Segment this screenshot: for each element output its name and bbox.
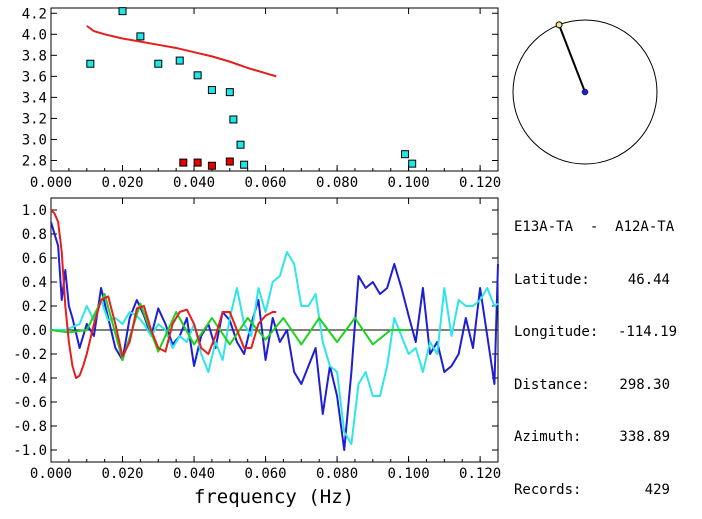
dispersion-axis-ticks: 0.000 0.020 0.040 0.060 0.080 0.100 0.120 2.8 3.…: [22, 6, 501, 191]
top-x-tick-label: 0.040: [173, 175, 215, 191]
bottom-y-tick-label: 0.4: [22, 275, 47, 291]
station-pair: E13A-TA - A12A-TA: [514, 219, 675, 235]
azimuth-compass: [512, 19, 658, 165]
bottom-y-tick-label: -0.2: [13, 347, 47, 363]
top-y-tick-label: 3.6: [22, 69, 47, 85]
bottom-y-tick-label: 0.2: [22, 299, 47, 315]
dispersion-point: [118, 7, 127, 16]
dispersion-point: [240, 160, 249, 169]
distance-value: 298.30: [619, 376, 670, 393]
coherency-panel: 0.000 0.020 0.040 0.060 0.080 0.100 0.120 1.0 0.…: [13, 197, 501, 508]
azimuth-value: 338.89: [619, 429, 670, 445]
records-value: 429: [644, 481, 670, 498]
dispersion-point: [193, 71, 202, 80]
dispersion-point: [236, 140, 245, 149]
dispersion-point: [207, 161, 216, 170]
top-y-tick-label: 2.8: [22, 153, 47, 169]
dispersion-panel: 0.000 0.020 0.040 0.060 0.080 0.100 0.120 2.8 3.…: [22, 6, 501, 191]
latitude-row: Latitude: 46.44: [514, 272, 694, 290]
dispersion-point: [175, 56, 184, 65]
top-x-tick-label: 0.100: [388, 175, 430, 191]
azimuth-needle: [558, 24, 586, 93]
longitude-value: -114.19: [618, 324, 678, 340]
latitude-value: 46.44: [627, 271, 670, 288]
top-y-tick-label: 3.4: [22, 90, 47, 106]
longitude-row: Longitude: -114.19: [514, 324, 694, 342]
bottom-x-tick-label: 0.120: [459, 466, 501, 482]
model-trace-red: [50, 209, 277, 379]
dispersion-plot-frame: [50, 7, 499, 172]
bottom-x-tick-label: 0.100: [388, 466, 430, 482]
bottom-x-tick-label: 0.020: [101, 466, 143, 482]
azimuth-tip-marker: [555, 21, 563, 29]
top-x-tick-label: 0.000: [30, 175, 72, 191]
bottom-x-tick-label: 0.000: [30, 466, 72, 482]
distance-label: Distance:: [514, 376, 590, 393]
top-x-tick-label: 0.120: [459, 175, 501, 191]
bottom-x-tick-label: 0.060: [244, 466, 286, 482]
dispersion-point: [229, 115, 238, 124]
dispersion-point: [401, 150, 410, 159]
dispersion-point: [154, 59, 163, 68]
dispersion-point: [225, 88, 234, 97]
bottom-y-tick-label: -0.6: [13, 395, 47, 411]
model-trace-green: [50, 293, 409, 361]
dispersion-point: [207, 86, 216, 95]
dispersion-point: [408, 159, 417, 168]
dispersion-curve: [86, 25, 277, 78]
records-row: Records: 429: [514, 482, 694, 500]
top-y-tick-label: 3.2: [22, 111, 47, 127]
dispersion-point: [225, 157, 234, 166]
coherency-trace-cyan: [51, 251, 499, 445]
dispersion-point: [179, 158, 188, 167]
coherency-axis-ticks: 0.000 0.020 0.040 0.060 0.080 0.100 0.120 1.0 0.…: [13, 198, 501, 482]
bottom-x-tick-label: 0.080: [316, 466, 358, 482]
azimuth-row: Azimuth: 338.89: [514, 429, 694, 447]
top-y-tick-label: 4.2: [22, 6, 47, 22]
top-y-tick-label: 3.8: [22, 48, 47, 64]
bottom-y-tick-label: -1.0: [13, 443, 47, 459]
records-label: Records:: [514, 481, 582, 498]
station-info: E13A-TA - A12A-TA Latitude: 46.44 Longitu…: [514, 184, 694, 517]
distance-row: Distance: 298.30: [514, 377, 694, 395]
bottom-y-tick-label: -0.8: [13, 419, 47, 435]
dispersion-point: [193, 158, 202, 167]
bottom-y-tick-label: 0.8: [22, 227, 47, 243]
compass-center-dot: [581, 88, 589, 96]
latitude-label: Latitude:: [514, 271, 590, 288]
compass-circle: [512, 19, 658, 165]
dispersion-point: [136, 32, 145, 41]
bottom-x-tick-label: 0.040: [173, 466, 215, 482]
top-x-tick-label: 0.080: [316, 175, 358, 191]
top-x-tick-label: 0.020: [101, 175, 143, 191]
top-x-tick-label: 0.060: [244, 175, 286, 191]
bottom-y-tick-label: -0.4: [13, 371, 47, 387]
bottom-y-tick-label: 0.6: [22, 251, 47, 267]
top-y-tick-label: 4.0: [22, 27, 47, 43]
coherency-trace-blue: [50, 221, 499, 451]
coherency-marks: [50, 209, 499, 451]
top-y-tick-label: 3.0: [22, 132, 47, 148]
azimuth-label: Azimuth:: [514, 429, 582, 445]
longitude-label: Longitude:: [514, 324, 599, 340]
bottom-y-tick-label: 0.0: [22, 323, 47, 339]
x-axis-label: frequency (Hz): [194, 486, 354, 508]
dispersion-point: [86, 59, 95, 68]
bottom-y-tick-label: 1.0: [22, 203, 47, 219]
dispersion-marks: [86, 7, 417, 170]
